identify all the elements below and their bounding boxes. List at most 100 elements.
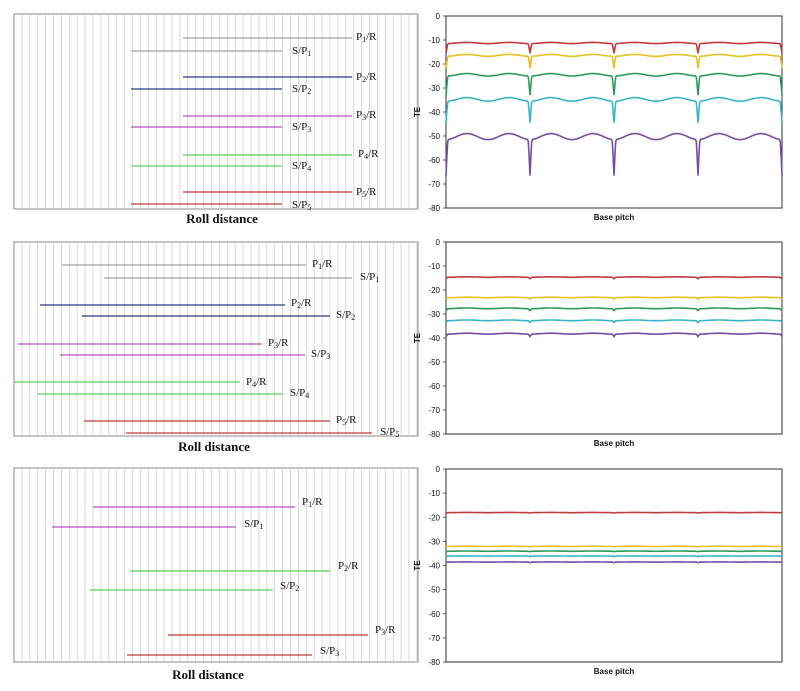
plot-frame <box>445 468 783 663</box>
y-axis-label: TE <box>413 560 422 571</box>
label-main: S/P <box>292 160 307 172</box>
mesh-line-label: S/P1 <box>244 518 263 531</box>
mesh-line-label: P4/R <box>358 148 379 161</box>
x-axis-label: Base pitch <box>594 439 635 448</box>
mesh-line-label: S/P2 <box>292 83 311 96</box>
label-subscript: 3 <box>326 352 330 361</box>
roll-panel-frame <box>13 241 419 437</box>
y-tick-label: -50 <box>428 132 440 141</box>
label-main: S/P <box>320 645 335 657</box>
label-subscript: 2 <box>297 301 301 310</box>
mesh-line-label: S/P3 <box>320 645 339 658</box>
mesh-line-label: S/P2 <box>280 580 299 593</box>
te-series-line <box>445 561 783 564</box>
y-tick-label: -30 <box>428 310 440 319</box>
y-tick-label: 0 <box>436 238 441 247</box>
label-subscript: 3 <box>307 125 311 134</box>
mesh-line-label: P3/R <box>375 624 396 637</box>
y-tick-label: -70 <box>428 180 440 189</box>
label-suffix: /R <box>366 109 377 121</box>
mesh-line-label: S/P4 <box>292 160 311 173</box>
label-main: P <box>356 109 362 121</box>
label-subscript: 3 <box>274 341 278 350</box>
y-tick-label: -80 <box>428 430 440 439</box>
label-subscript: 5 <box>307 203 311 212</box>
label-subscript: 2 <box>344 564 348 573</box>
label-main: P <box>312 258 318 270</box>
label-suffix: /R <box>346 414 357 426</box>
mesh-line-label: P2/R <box>356 71 377 84</box>
label-subscript: 2 <box>307 87 311 96</box>
label-subscript: 1 <box>318 262 322 271</box>
te-series-line <box>445 332 783 339</box>
y-tick-label: -30 <box>428 84 440 93</box>
y-tick-label: -20 <box>428 513 440 522</box>
y-tick-label: -60 <box>428 382 440 391</box>
label-subscript: 2 <box>351 313 355 322</box>
label-subscript: 1 <box>375 275 379 284</box>
mesh-line-label: S/P4 <box>290 387 309 400</box>
roll-panel-2: P1/RS/P1P2/RS/P2P3/RS/P3P4/RS/P4P5/RS/P5… <box>13 241 419 454</box>
label-main: S/P <box>292 199 307 211</box>
label-main: P <box>358 148 364 160</box>
roll-distance-title: Roll distance <box>172 667 244 682</box>
label-subscript: 1 <box>259 522 263 531</box>
y-tick-label: -10 <box>428 262 440 271</box>
label-main: P <box>268 337 274 349</box>
label-subscript: 1 <box>362 35 366 44</box>
label-suffix: /R <box>385 624 396 636</box>
mesh-line-label: P4/R <box>246 376 267 389</box>
y-axis-label: TE <box>413 332 422 343</box>
y-tick-label: -70 <box>428 634 440 643</box>
y-tick-label: -80 <box>428 658 440 667</box>
label-suffix: /R <box>348 560 359 572</box>
mesh-line-label: S/P1 <box>360 271 379 284</box>
mesh-line-label: S/P3 <box>292 121 311 134</box>
te-series-line <box>445 132 783 176</box>
label-suffix: /R <box>301 297 312 309</box>
te-series-line <box>445 96 783 123</box>
label-main: S/P <box>292 83 307 95</box>
label-suffix: /R <box>256 376 267 388</box>
te-series-line <box>445 41 783 54</box>
label-main: P <box>356 31 362 43</box>
label-main: P <box>356 186 362 198</box>
label-main: S/P <box>311 348 326 360</box>
te-series-line <box>445 555 783 558</box>
y-tick-label: -50 <box>428 358 440 367</box>
label-main: S/P <box>292 121 307 133</box>
mesh-line-label: P1/R <box>356 31 377 44</box>
label-subscript: 3 <box>381 628 385 637</box>
label-suffix: /R <box>312 496 323 508</box>
y-tick-label: -40 <box>428 334 440 343</box>
label-suffix: /R <box>366 31 377 43</box>
label-main: P <box>302 496 308 508</box>
te-series-line <box>445 307 783 312</box>
y-tick-label: -60 <box>428 156 440 165</box>
y-tick-label: -40 <box>428 108 440 117</box>
label-subscript: 5 <box>395 430 399 439</box>
te-series-line <box>445 296 783 301</box>
y-tick-label: -10 <box>428 36 440 45</box>
y-tick-label: -40 <box>428 562 440 571</box>
label-main: S/P <box>336 309 351 321</box>
mesh-line-label: P3/R <box>268 337 289 350</box>
te-series-line <box>445 511 783 514</box>
te-series-line <box>445 53 783 69</box>
mesh-line-label: P3/R <box>356 109 377 122</box>
te-chart-1: 0 -10 -20 -30 -40 -50 -60 -70 -80 TE Base pitch <box>413 12 783 222</box>
roll-panel-1: P1/RS/P1P2/RS/P2P3/RS/P3P4/RS/P4P5/RS/P5… <box>13 13 419 226</box>
roll-distance-title: Roll distance <box>178 439 250 454</box>
label-main: S/P <box>360 271 375 283</box>
y-tick-label: -30 <box>428 537 440 546</box>
y-tick-label: -50 <box>428 586 440 595</box>
label-main: P <box>336 414 342 426</box>
mesh-line-label: P2/R <box>338 560 359 573</box>
roll-panel-frame <box>13 467 419 663</box>
roll-distance-title: Roll distance <box>186 211 258 226</box>
label-main: P <box>356 71 362 83</box>
label-subscript: 1 <box>308 500 312 509</box>
label-subscript: 5 <box>362 190 366 199</box>
